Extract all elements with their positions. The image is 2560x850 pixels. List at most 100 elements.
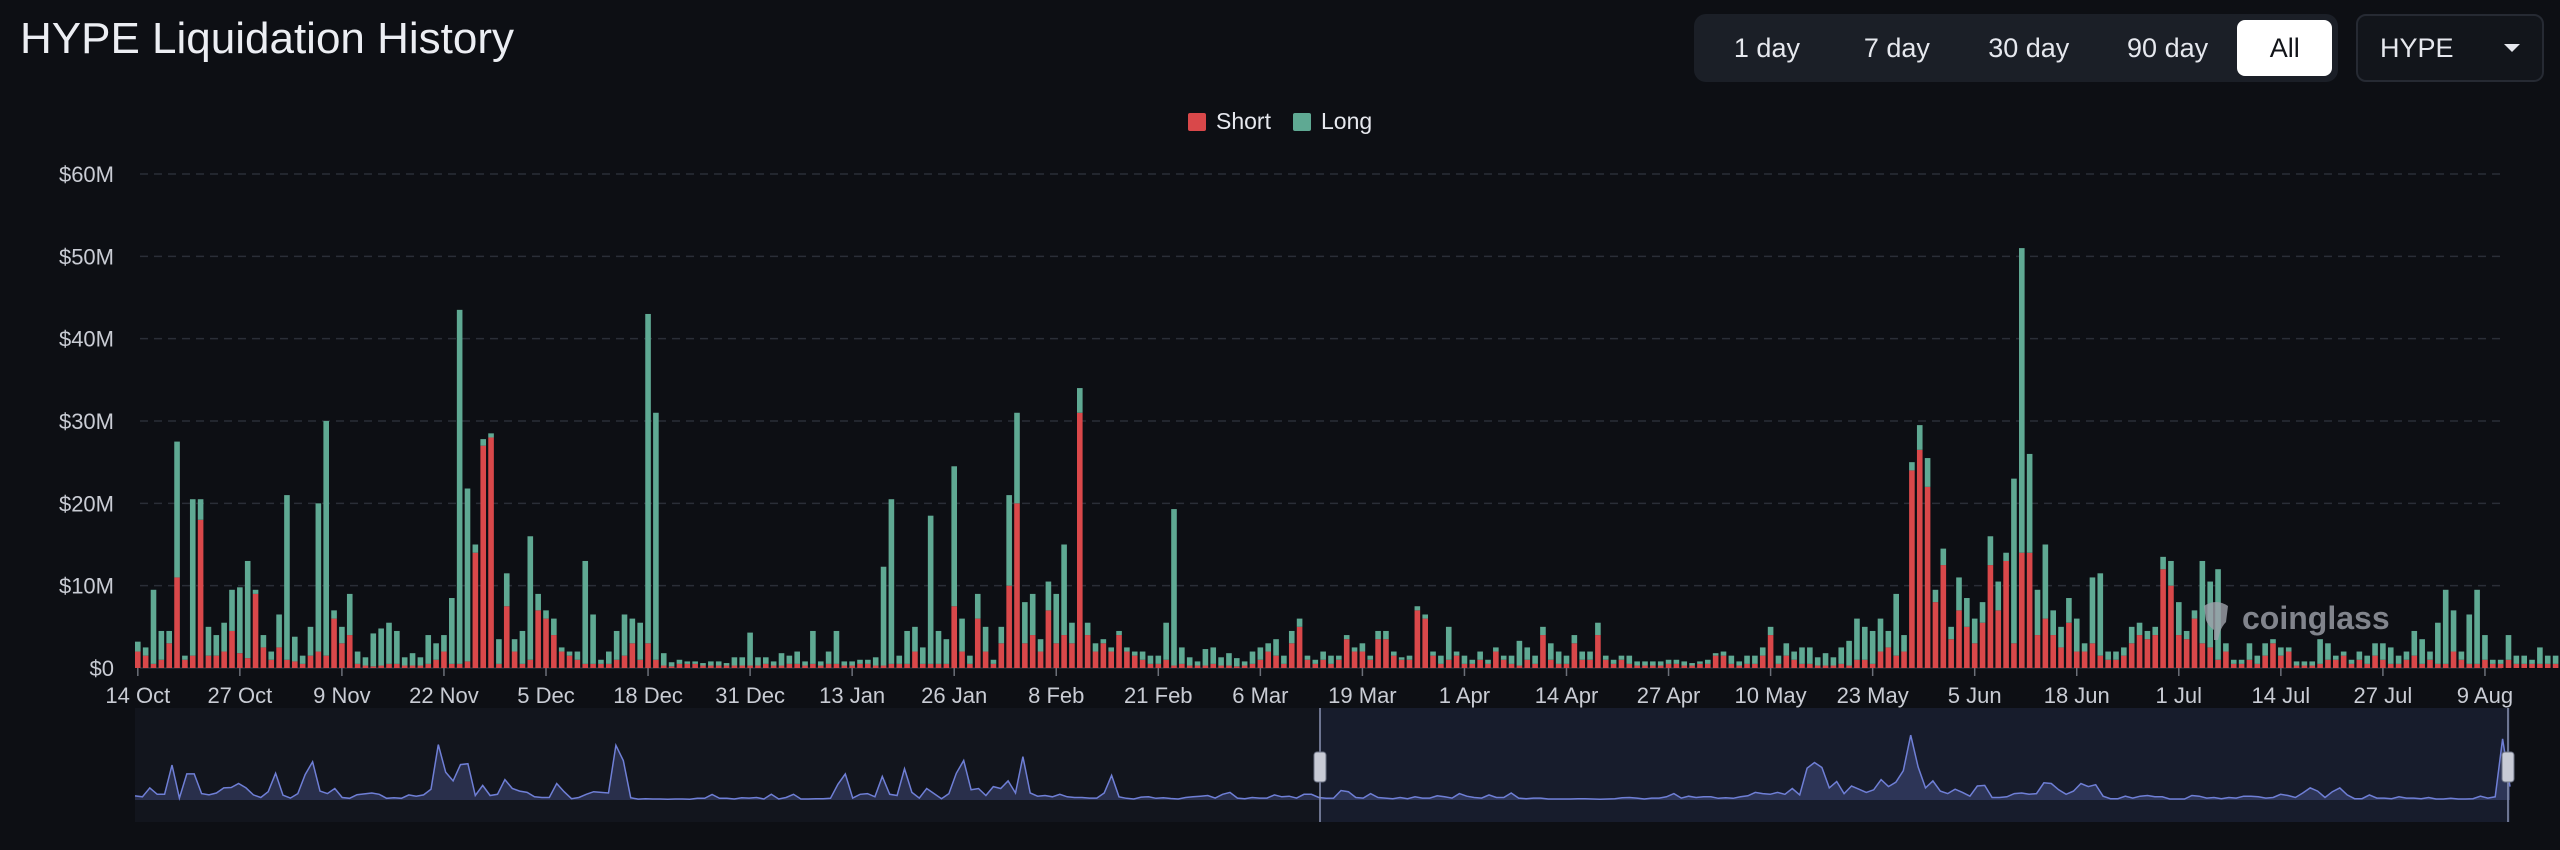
bar-short[interactable]: [582, 663, 589, 668]
bar-short[interactable]: [2301, 665, 2308, 668]
bar-short[interactable]: [2199, 643, 2206, 668]
bar-short[interactable]: [1681, 665, 1688, 668]
bar-long[interactable]: [1234, 658, 1240, 667]
bar-short[interactable]: [629, 643, 636, 668]
bar-long[interactable]: [2034, 589, 2041, 636]
bar-long[interactable]: [519, 630, 526, 664]
bar-long[interactable]: [464, 488, 471, 662]
bar-short[interactable]: [378, 665, 384, 668]
bar-long[interactable]: [1179, 647, 1185, 664]
bar-short[interactable]: [496, 663, 502, 668]
bar-short[interactable]: [723, 665, 730, 668]
bar-long[interactable]: [1940, 548, 1947, 566]
bar-long[interactable]: [872, 657, 879, 666]
bar-short[interactable]: [189, 655, 196, 668]
bar-long[interactable]: [2529, 659, 2535, 664]
bar-short[interactable]: [951, 606, 957, 668]
bar-long[interactable]: [276, 614, 282, 648]
bar-short[interactable]: [2340, 655, 2347, 668]
bar-long[interactable]: [2011, 478, 2017, 644]
bar-long[interactable]: [1869, 630, 1876, 664]
bar-long[interactable]: [1453, 651, 1460, 656]
bar-long[interactable]: [1759, 647, 1766, 656]
bar-short[interactable]: [394, 663, 400, 668]
bar-long[interactable]: [1893, 593, 1899, 656]
bar-short[interactable]: [1100, 643, 1107, 668]
bar-long[interactable]: [2435, 622, 2441, 664]
bar-long[interactable]: [2152, 626, 2159, 636]
bar-short[interactable]: [441, 651, 447, 668]
bar-short[interactable]: [1540, 635, 1546, 668]
bar-long[interactable]: [1681, 661, 1688, 666]
bar-long[interactable]: [1956, 577, 1962, 611]
bar-long[interactable]: [205, 626, 212, 656]
bar-long[interactable]: [676, 659, 683, 664]
bar-long[interactable]: [2340, 651, 2347, 656]
bar-short[interactable]: [2176, 635, 2182, 668]
bar-short[interactable]: [621, 655, 628, 668]
bar-long[interactable]: [425, 635, 432, 664]
bar-short[interactable]: [810, 663, 816, 668]
bar-long[interactable]: [2348, 659, 2355, 664]
bar-long[interactable]: [786, 655, 793, 664]
bar-long[interactable]: [990, 659, 997, 664]
bar-long[interactable]: [1830, 657, 1837, 666]
bar-long[interactable]: [1979, 602, 1986, 623]
bar-long[interactable]: [653, 412, 659, 660]
bar-long[interactable]: [503, 573, 510, 607]
bar-short[interactable]: [1995, 610, 2002, 668]
bar-long[interactable]: [1783, 643, 1790, 656]
bar-short[interactable]: [1328, 663, 1334, 668]
bar-short[interactable]: [959, 651, 965, 668]
bar-long[interactable]: [2285, 647, 2292, 652]
bar-short[interactable]: [1909, 470, 1915, 668]
bar-short[interactable]: [2097, 655, 2104, 668]
bar-short[interactable]: [1061, 635, 1067, 668]
bar-short[interactable]: [1846, 665, 1852, 668]
bar-long[interactable]: [2199, 560, 2206, 644]
bar-long[interactable]: [1657, 661, 1664, 666]
bar-short[interactable]: [763, 663, 769, 668]
bar-long[interactable]: [2183, 630, 2190, 640]
bar-short[interactable]: [2529, 663, 2535, 668]
bar-long[interactable]: [213, 635, 220, 656]
bar-short[interactable]: [637, 659, 643, 668]
bar-long[interactable]: [1602, 655, 1609, 660]
bar-short[interactable]: [1500, 659, 1507, 668]
bar-short[interactable]: [2356, 659, 2363, 668]
bar-long[interactable]: [543, 610, 549, 619]
bar-short[interactable]: [1783, 655, 1790, 668]
bar-short[interactable]: [1367, 659, 1374, 668]
bar-long[interactable]: [1131, 651, 1138, 656]
bar-long[interactable]: [2325, 643, 2331, 660]
bar-short[interactable]: [1257, 659, 1264, 668]
bar-short[interactable]: [1006, 585, 1012, 668]
bar-short[interactable]: [2474, 663, 2480, 668]
bar-short[interactable]: [1453, 655, 1460, 668]
range-7-day-button[interactable]: 7 day: [1834, 20, 1960, 76]
bar-short[interactable]: [2521, 663, 2527, 668]
bar-long[interactable]: [582, 560, 589, 664]
bar-long[interactable]: [1296, 618, 1303, 627]
bar-long[interactable]: [574, 651, 581, 660]
bar-short[interactable]: [1948, 639, 1954, 668]
bar-short[interactable]: [1179, 663, 1185, 668]
bar-long[interactable]: [1210, 647, 1217, 664]
bar-short[interactable]: [1084, 635, 1091, 668]
bar-long[interactable]: [1846, 640, 1852, 666]
bar-long[interactable]: [1367, 655, 1374, 660]
bar-short[interactable]: [401, 665, 408, 668]
bar-long[interactable]: [1398, 657, 1405, 660]
bar-long[interactable]: [1799, 647, 1805, 664]
bar-short[interactable]: [456, 663, 463, 668]
range-30-day-button[interactable]: 30 day: [1960, 20, 2098, 76]
bar-short[interactable]: [182, 659, 188, 668]
bar-short[interactable]: [1736, 665, 1742, 668]
bar-long[interactable]: [967, 655, 973, 664]
bar-short[interactable]: [2042, 618, 2049, 668]
bar-short[interactable]: [653, 659, 659, 668]
bar-long[interactable]: [1422, 614, 1428, 619]
bar-short[interactable]: [2364, 663, 2370, 668]
bar-long[interactable]: [1006, 495, 1012, 586]
bar-short[interactable]: [1202, 665, 1209, 668]
